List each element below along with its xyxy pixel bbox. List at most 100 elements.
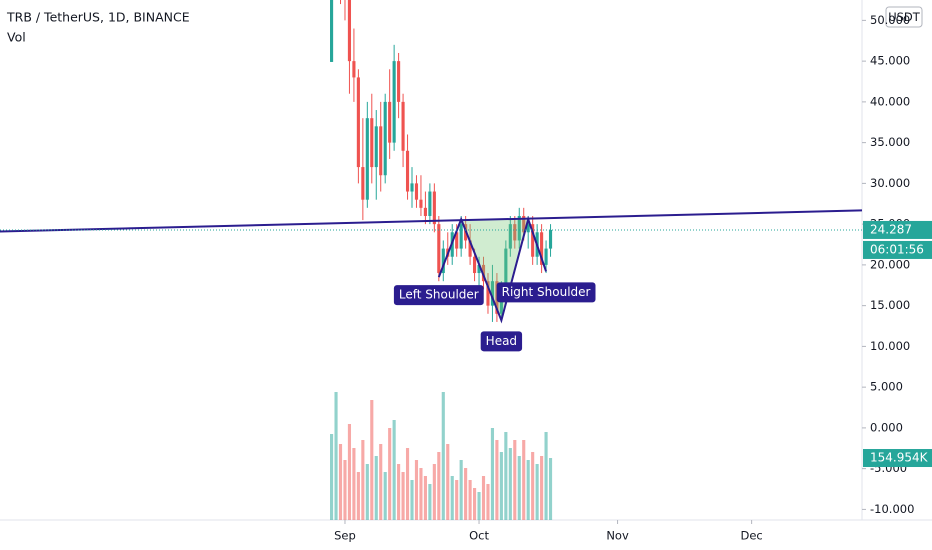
volume-bar	[343, 460, 347, 520]
candle-body	[428, 191, 432, 216]
y-tick-label: 50.000	[870, 13, 910, 27]
currency-badge[interactable]	[885, 6, 923, 28]
volume-bar	[517, 456, 521, 520]
pattern-label-text: Head	[486, 334, 517, 348]
candle-body	[473, 256, 477, 274]
candle-body	[513, 224, 517, 241]
volume-bar	[548, 458, 553, 520]
pattern-label-box	[480, 331, 523, 352]
y-tick-label: 35.000	[870, 135, 910, 149]
candle-body	[405, 150, 410, 192]
volume-bar	[428, 484, 432, 520]
candle-body	[455, 232, 459, 249]
candle-body	[401, 101, 405, 151]
volume-bar	[410, 480, 414, 520]
volume-bar	[526, 460, 530, 520]
volume-bar	[468, 480, 472, 520]
candle-body	[432, 191, 436, 225]
candle-body	[365, 118, 369, 200]
candle-body	[437, 224, 441, 274]
volume-bar	[490, 428, 495, 520]
x-tick-label: Nov	[606, 529, 629, 543]
volume-bar	[334, 392, 338, 520]
candle-body	[383, 101, 387, 176]
x-tick-label: Oct	[469, 529, 489, 543]
volume-bar	[330, 434, 334, 520]
candle-body	[388, 101, 392, 143]
volume-bar	[508, 448, 512, 520]
candle-body	[347, 0, 352, 62]
volume-bar	[370, 400, 374, 520]
pattern-label: Right Shoulder	[496, 282, 596, 303]
volume-bar	[374, 456, 378, 520]
candle-body	[392, 61, 396, 143]
volume-bar	[450, 476, 454, 520]
last-price-tag: 24.287	[870, 222, 912, 236]
plot: Left Shoulder Head Right Shoulder	[0, 0, 862, 520]
candle-body	[459, 224, 463, 249]
pattern-label-box	[496, 282, 596, 303]
candle-body	[441, 248, 445, 274]
candle-body	[517, 215, 521, 241]
y-tick-label: -10.000	[870, 502, 914, 516]
candle-body	[486, 281, 490, 306]
last-volume-tag: 154.954K	[870, 451, 929, 465]
candle-body	[397, 61, 401, 102]
x-tick-label: Sep	[334, 529, 356, 543]
volume-bar	[365, 464, 369, 520]
volume-bar	[459, 460, 463, 520]
candle-body	[490, 281, 495, 306]
volume-bar	[356, 472, 360, 520]
candle-body	[419, 199, 423, 208]
candle-body	[477, 264, 481, 274]
y-tick-label: 5.000	[870, 380, 903, 394]
volume-bar	[477, 492, 481, 520]
pattern-label: Left Shoulder	[393, 285, 484, 306]
volume-bar	[347, 424, 352, 520]
candle-body	[531, 224, 535, 257]
volume-bar	[495, 440, 499, 520]
volume-bar	[513, 440, 517, 520]
candle-body	[508, 224, 512, 249]
volume-bar	[388, 428, 392, 520]
candle-body	[379, 126, 383, 176]
countdown-tag-box	[863, 240, 932, 259]
candle-body	[540, 232, 544, 265]
volume-bar	[446, 444, 450, 520]
countdown-tag: 06:01:56	[870, 242, 924, 256]
volume-bar	[437, 452, 441, 520]
volume-bar	[464, 468, 468, 520]
volume-bar	[441, 392, 445, 520]
candle-body	[352, 61, 356, 78]
y-tick-label: 10.000	[870, 339, 910, 353]
volume-bar	[383, 472, 387, 520]
pattern-label: Head	[480, 331, 523, 352]
candle-body	[522, 215, 526, 233]
volume-indicator: Vol	[7, 30, 26, 45]
last-price-tag-box	[863, 220, 932, 239]
pattern-line	[437, 215, 548, 324]
y-tick-label: 45.000	[870, 54, 910, 68]
candle-body	[361, 167, 365, 200]
volume-bar	[531, 452, 535, 520]
volume-bar	[423, 476, 427, 520]
candle-body	[526, 224, 530, 233]
candle-body	[414, 183, 419, 200]
volume-bar	[361, 440, 365, 520]
volume-bar	[486, 484, 490, 520]
currency-label[interactable]: USDT	[888, 10, 921, 24]
volume-bar	[535, 464, 539, 520]
volume-bar	[397, 464, 401, 520]
volume-bar	[432, 464, 436, 520]
pattern-label-text: Left Shoulder	[399, 288, 479, 302]
volume-bar	[481, 476, 486, 520]
last-volume-tag-box	[863, 449, 932, 468]
y-tick-label: 15.000	[870, 298, 910, 312]
volume-bar	[401, 472, 405, 520]
volume-bar	[352, 448, 356, 520]
candle-body	[356, 77, 360, 168]
candle-body	[330, 0, 334, 62]
pattern-label-box	[393, 285, 484, 306]
